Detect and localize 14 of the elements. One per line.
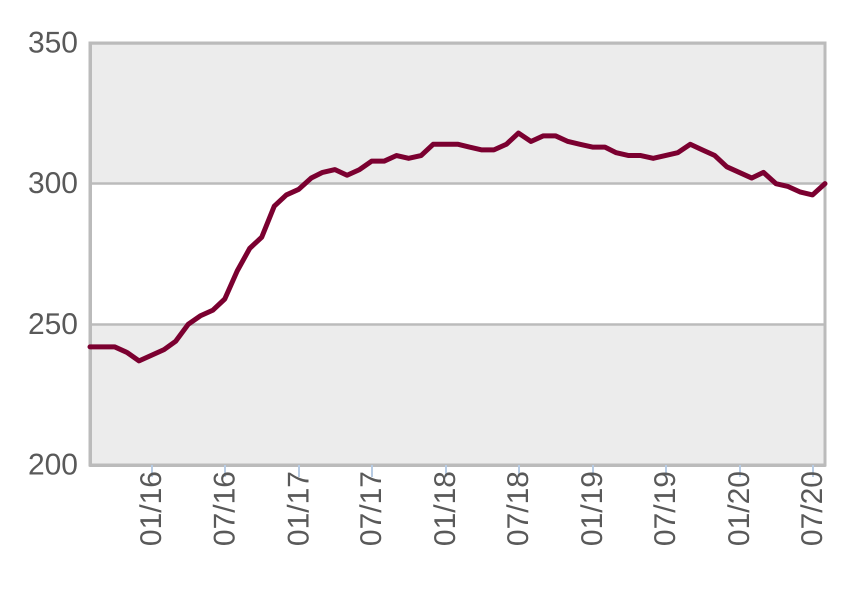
x-tick-label: 07/17 [355, 471, 388, 546]
x-tick-label: 07/19 [648, 471, 682, 546]
y-tick-label: 200 [28, 448, 78, 482]
x-tick-label: 07/18 [502, 471, 535, 546]
y-tick-label: 250 [28, 308, 78, 341]
y-tick-label: 350 [28, 26, 78, 60]
x-tick-label: 01/19 [576, 471, 609, 546]
x-tick-label: 01/16 [135, 471, 168, 546]
x-tick-label: 01/20 [722, 471, 756, 546]
x-tick-label: 07/20 [796, 471, 830, 546]
y-tick-label: 300 [28, 167, 78, 200]
x-tick-label: 07/16 [208, 471, 242, 546]
x-tick-label: 01/17 [282, 471, 316, 546]
x-tick-label: 01/18 [429, 471, 462, 546]
